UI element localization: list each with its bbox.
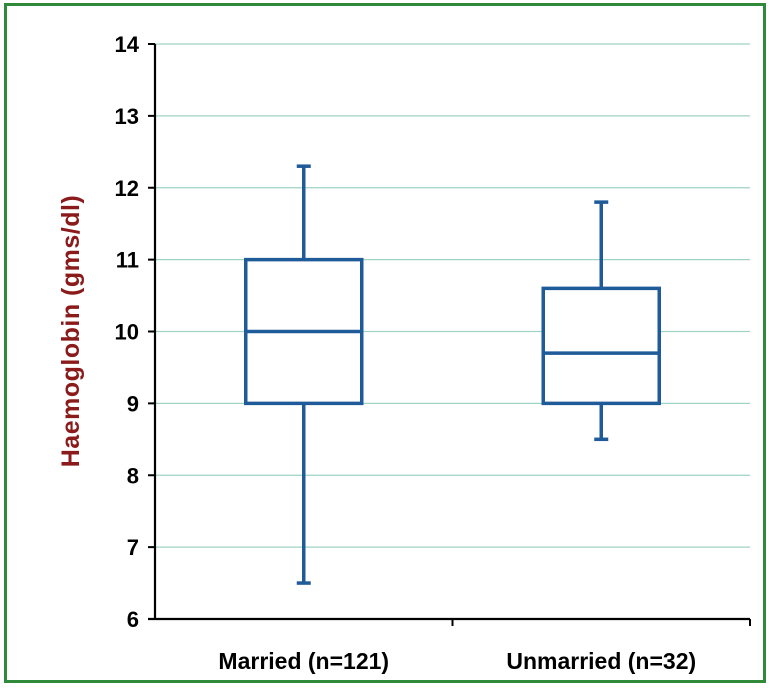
y-tick-label: 9: [127, 391, 139, 416]
y-tick-label: 10: [115, 320, 139, 345]
x-category-labels: Married (n=121) Unmarried (n=32): [218, 648, 696, 674]
y-tick-label: 7: [127, 535, 139, 560]
y-tick-label: 6: [127, 607, 139, 632]
box-married: [244, 164, 364, 585]
x-category-label: Married (n=121): [218, 648, 389, 674]
y-tick-label: 8: [127, 463, 139, 488]
y-tick-labels: 6 7 8 9 10 11 12 13 14: [115, 32, 140, 632]
axes: [148, 43, 751, 626]
iqr-box: [541, 286, 661, 406]
y-tick-label: 14: [115, 32, 140, 57]
y-tick-label: 11: [116, 248, 139, 273]
y-tick-label: 12: [115, 176, 139, 201]
x-category-label: Unmarried (n=32): [506, 648, 696, 674]
box-unmarried: [541, 200, 661, 442]
y-axis-title: Haemoglobin (gms/dl): [57, 195, 85, 468]
y-tick-label: 13: [115, 104, 139, 129]
boxes: [244, 164, 661, 585]
